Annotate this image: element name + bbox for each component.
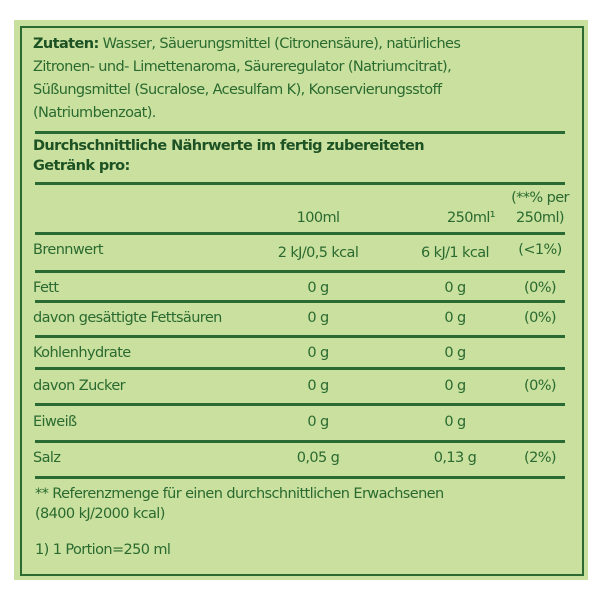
footnote-reference-2: (8400 kJ/2000 kcal) [35,506,165,522]
value-100ml: 0 g [307,345,329,361]
label-border [20,26,584,576]
row-name: Eiweiß [33,414,77,430]
header-pct-2: 250ml) [516,210,564,226]
value-250ml: 0 g [444,414,466,430]
value-100ml: 0 g [307,280,329,296]
value-100ml: 2 kJ/0,5 kcal [277,245,359,261]
header-250ml: 250ml¹ [446,210,496,226]
nutrition-title-2: Getränk pro: [33,158,130,174]
nutrition-title-1: Durchschnittliche Nährwerte im fertig zu… [33,138,425,154]
divider [35,182,565,185]
value-250ml: 0,13 g [433,450,477,466]
value-100ml: 0 g [307,310,329,326]
value-250ml: 0 g [444,378,466,394]
value-percent: (0%) [524,280,557,296]
row-name: davon Zucker [33,378,126,394]
ingredients-line-2: Zitronen- und- Limettenaroma, Säureregul… [33,59,452,75]
divider [35,131,565,134]
value-250ml: 0 g [444,345,466,361]
ingredients-line-3: Süßungsmittel (Sucralose, Acesulfam K), … [33,82,442,98]
row-divider [35,300,565,303]
ingredients-line-1: Zutaten: Wasser, Säuerungsmittel (Citron… [33,36,461,52]
value-100ml: 0 g [307,414,329,430]
row-divider [35,270,565,273]
ingredients-label: Zutaten: [33,36,99,52]
row-divider [35,403,565,406]
value-250ml: 0 g [444,310,466,326]
row-name: Salz [33,450,61,466]
ingredients-text: Wasser, Säuerungsmittel (Citronensäure),… [102,36,461,52]
value-percent: (0%) [524,310,557,326]
value-percent: (2%) [524,450,557,466]
row-divider [35,367,565,370]
row-divider [35,232,565,235]
footnote-portion: 1) 1 Portion=250 ml [35,542,171,558]
row-divider [35,440,565,443]
row-divider [35,335,565,338]
ingredients-line-4: (Natriumbenzoat). [33,105,156,121]
value-percent: (0%) [524,378,557,394]
footnote-reference-1: ** Referenzmenge für einen durchschnittl… [35,486,444,502]
value-100ml: 0,05 g [296,450,340,466]
row-name: Fett [33,280,59,296]
row-name: Kohlenhydrate [33,345,131,361]
value-percent: (<1%) [518,242,562,258]
row-divider [35,476,565,479]
value-250ml: 0 g [444,280,466,296]
header-pct-1: (**% per [511,190,569,206]
value-100ml: 0 g [307,378,329,394]
row-name: Brennwert [33,242,104,258]
row-name: davon gesättigte Fettsäuren [33,310,222,326]
value-250ml: 6 kJ/1 kcal [421,245,490,261]
header-100ml: 100ml [296,210,340,226]
